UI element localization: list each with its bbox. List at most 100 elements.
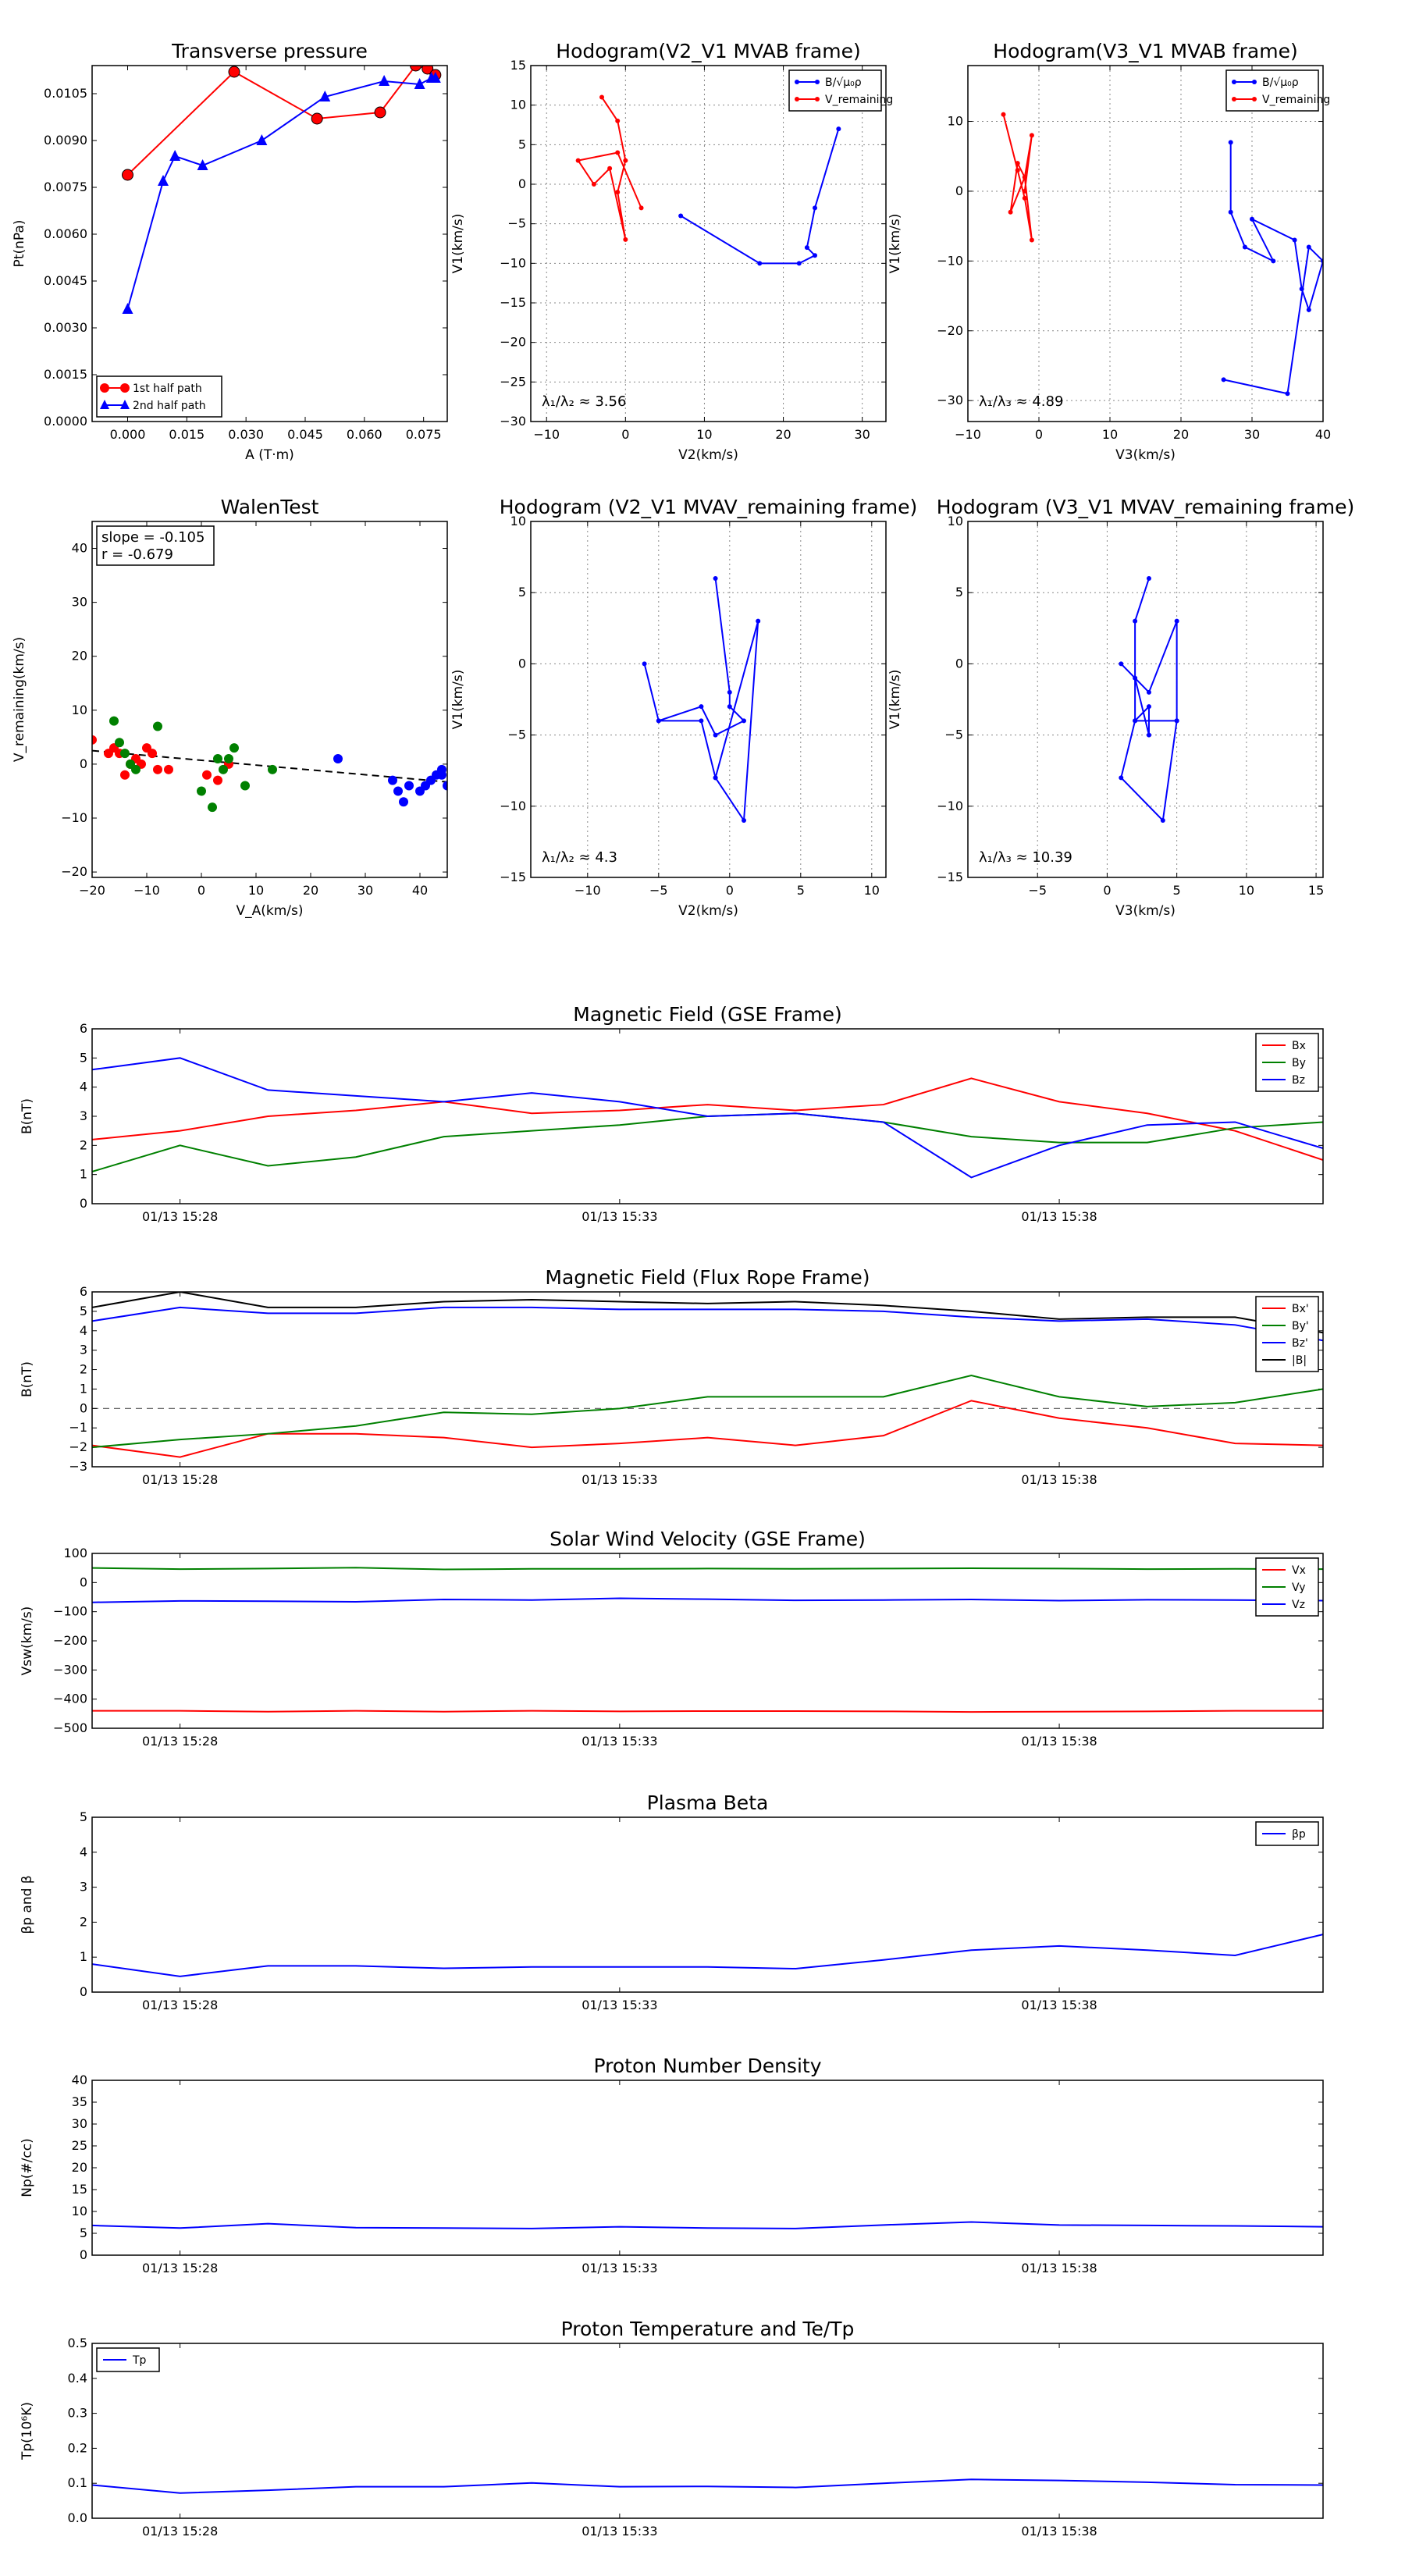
y-tick-label: −30	[500, 414, 526, 429]
data-point	[1250, 216, 1254, 222]
data-point	[1022, 188, 1027, 194]
legend-label: βp	[1292, 1828, 1306, 1841]
y-tick-label: 10	[948, 514, 963, 528]
plot-frame	[91, 521, 448, 878]
data-point	[122, 303, 133, 314]
x-tick-label: 20	[1173, 427, 1189, 442]
series-2	[333, 754, 447, 807]
chart-plasma-beta: 0 1 2 3 4 5 01/13 15:28 01/13 15:33 01/13 15:38 P…	[20, 1791, 1324, 2012]
data-point	[796, 261, 802, 266]
legend-marker	[120, 383, 130, 393]
x-tick-label: 0.015	[169, 427, 205, 442]
x-tick-label: 01/13 15:33	[582, 1734, 657, 1749]
data-point	[699, 718, 704, 724]
legend-label: By	[1292, 1057, 1306, 1069]
chart-hodogram-v3v1-mvav: −15 −10 −5 0 5 10 −5 0 5 10 15 Hodogram (V3_V1 MVAV…	[887, 496, 1354, 919]
y-axis-label: V1(km/s)	[887, 214, 903, 274]
data-point	[228, 66, 240, 78]
plot-area	[92, 66, 447, 422]
legend-label: Bx	[1292, 1040, 1306, 1052]
data-point	[414, 78, 425, 89]
x-tick-label: 30	[1244, 427, 1260, 442]
y-tick-label: −1	[69, 1420, 87, 1435]
plot-frame	[91, 1553, 1324, 1729]
x-tick-label: −10	[133, 883, 160, 898]
series-line	[92, 1374, 1323, 1449]
plot-frame	[967, 65, 1324, 422]
x-tick-label: 40	[1315, 427, 1331, 442]
data-point	[1001, 112, 1006, 117]
y-tick-label: −5	[507, 728, 526, 742]
series-line	[92, 1567, 1323, 1571]
chart-magnetic-field-flux-rope: −3 −2 −1 0 1 2 3 4 5 6 01/13 15:28 01/13 15:33 01/13…	[20, 1266, 1324, 1487]
x-tick-label: 10	[248, 883, 264, 898]
y-axis-label: B(nT)	[20, 1098, 35, 1134]
y-tick-label: 35	[72, 2094, 87, 2109]
series-line	[92, 2221, 1323, 2229]
x-tick-label: 01/13 15:33	[582, 1998, 657, 2012]
data-point	[1029, 237, 1034, 243]
y-tick-label: 10	[72, 703, 87, 717]
legend-label: Bz	[1292, 1074, 1305, 1087]
x-tick-label: 20	[775, 427, 791, 442]
series-V_remaining	[1001, 112, 1034, 243]
y-tick-label: 5	[80, 1304, 87, 1318]
chart-title: Proton Number Density	[594, 2055, 822, 2077]
legend: Bx' By' Bz' |B|	[1255, 1296, 1319, 1372]
series-Bz	[92, 1057, 1323, 1179]
legend-label: Vx	[1292, 1564, 1306, 1577]
data-point	[437, 770, 446, 780]
plot-area	[531, 521, 886, 877]
x-tick-label: 10	[1239, 883, 1254, 898]
x-axis-label: V3(km/s)	[1115, 447, 1176, 463]
y-axis-label: βp and β	[20, 1875, 35, 1934]
x-tick-label: 5	[797, 883, 805, 898]
legend: 1st half path 2nd half path	[96, 375, 222, 418]
data-point	[1160, 818, 1165, 824]
x-tick-label: 01/13 15:33	[582, 1209, 657, 1224]
legend-label: Vy	[1292, 1582, 1306, 1594]
legend-label: Bz'	[1292, 1337, 1308, 1350]
x-tick-label: 01/13 15:33	[582, 2261, 657, 2275]
y-tick-label: 5	[518, 137, 526, 151]
data-point	[1306, 244, 1311, 250]
x-tick-label: 01/13 15:38	[1021, 2261, 1097, 2275]
y-tick-label: 2	[80, 1362, 87, 1377]
x-tick-label: 01/13 15:38	[1021, 1472, 1097, 1487]
series-line	[92, 1710, 1323, 1713]
series-V_remaining	[575, 94, 644, 242]
data-point	[153, 721, 162, 731]
data-point	[1228, 140, 1233, 145]
legend-label: Vz	[1292, 1599, 1305, 1611]
series-line	[92, 1057, 1323, 1179]
data-point	[804, 245, 809, 251]
correlation-annotation: r = -0.679	[101, 546, 173, 563]
data-point	[208, 802, 217, 813]
chart-proton-number-density: 0 5 10 15 20 25 30 35 40 01/13 15:28 01/13 15:33 01…	[20, 2055, 1324, 2275]
series-Tp	[92, 2478, 1323, 2494]
plot-area	[92, 521, 447, 877]
plot-frame	[91, 65, 448, 422]
y-tick-label: 0.0060	[44, 226, 87, 241]
data-point	[1146, 575, 1151, 581]
y-tick-label: 0.0090	[44, 133, 87, 148]
legend-marker	[1252, 80, 1257, 84]
series-B/√μ₀ρ	[1221, 140, 1323, 397]
y-tick-label: 5	[80, 2226, 87, 2240]
y-tick-label: −10	[61, 810, 87, 825]
y-tick-label: −25	[500, 374, 526, 389]
data-point	[109, 716, 119, 726]
data-point	[164, 764, 173, 774]
y-axis-label: V1(km/s)	[450, 214, 466, 274]
y-axis-label: V1(km/s)	[887, 670, 903, 730]
y-axis-label: Vsw(km/s)	[20, 1606, 35, 1676]
data-point	[153, 764, 162, 774]
series-0	[1119, 575, 1179, 824]
series-line	[643, 578, 759, 824]
y-tick-label: 3	[80, 1108, 87, 1123]
data-point	[642, 661, 647, 667]
data-point	[197, 159, 208, 170]
plot-area	[531, 66, 886, 422]
x-axis-label: V2(km/s)	[678, 903, 738, 919]
y-tick-label: −20	[61, 864, 87, 879]
